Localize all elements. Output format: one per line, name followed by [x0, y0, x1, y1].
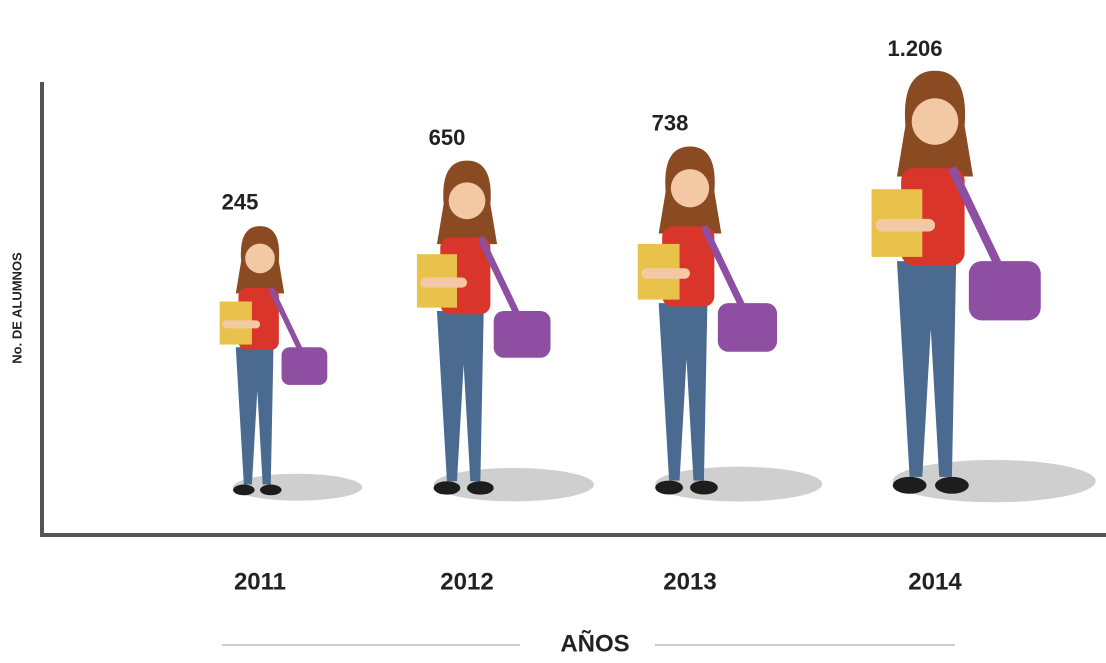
value-label: 1.206 — [887, 36, 942, 61]
strap — [477, 236, 521, 316]
legs — [436, 310, 484, 482]
bag — [493, 310, 551, 358]
shoe — [260, 484, 282, 496]
shoe — [935, 476, 969, 494]
y-axis-label: No. DE ALUMNOS — [9, 252, 24, 364]
value-label: 650 — [429, 125, 466, 150]
bag — [968, 261, 1041, 321]
shoe — [892, 476, 927, 494]
arm — [875, 218, 935, 232]
student-figure — [637, 146, 823, 502]
student-figure — [416, 160, 594, 502]
value-label: 738 — [652, 111, 689, 136]
arm — [222, 320, 260, 329]
bag — [281, 347, 328, 385]
shoe — [467, 481, 494, 495]
strap — [948, 166, 1003, 268]
arm — [641, 268, 690, 279]
shoe — [655, 480, 684, 495]
value-label: 245 — [222, 190, 259, 215]
strap — [268, 286, 303, 352]
arm — [420, 277, 467, 288]
legs — [896, 261, 957, 477]
shoe — [690, 480, 718, 495]
head — [911, 98, 959, 145]
shoe — [433, 481, 461, 495]
strap — [700, 224, 746, 309]
student-figure — [871, 70, 1096, 503]
x-tick-label: 2014 — [908, 568, 962, 595]
legs — [235, 347, 274, 485]
head — [245, 243, 275, 274]
bag — [717, 303, 778, 352]
legs — [658, 303, 708, 481]
x-tick-label: 2013 — [663, 568, 716, 595]
x-axis-label: AÑOS — [560, 629, 629, 657]
head — [670, 169, 710, 208]
x-tick-label: 2012 — [440, 568, 493, 595]
head — [448, 182, 486, 220]
x-tick-label: 2011 — [234, 568, 286, 595]
shoe — [233, 484, 255, 496]
student-figure — [219, 226, 363, 501]
